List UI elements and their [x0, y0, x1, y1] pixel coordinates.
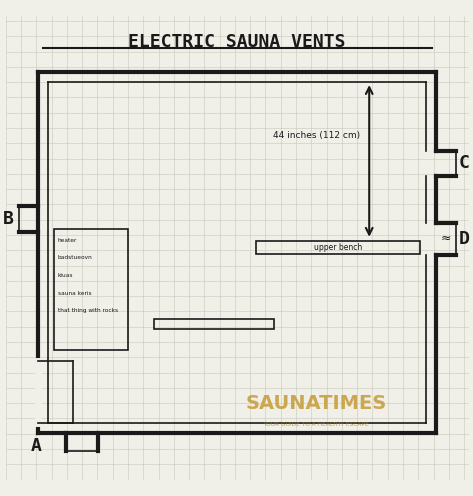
Text: 44 inches (112 cm): 44 inches (112 cm)	[273, 131, 360, 140]
Text: C: C	[459, 154, 470, 172]
Bar	[154, 319, 274, 329]
Text: YOUR GUIDE TO A HEALTHY ESCAPE: YOUR GUIDE TO A HEALTHY ESCAPE	[263, 423, 369, 428]
Text: ELECTRIC SAUNA VENTS: ELECTRIC SAUNA VENTS	[129, 33, 346, 51]
Text: SAUNATIMES: SAUNATIMES	[245, 394, 386, 413]
Text: kiuas: kiuas	[58, 273, 73, 278]
Text: A: A	[31, 437, 42, 455]
Text: B: B	[3, 210, 14, 228]
Text: heater: heater	[58, 238, 77, 243]
Text: that thing with rocks: that thing with rocks	[58, 308, 118, 313]
Text: sauna keris: sauna keris	[58, 291, 91, 296]
Text: upper bench: upper bench	[314, 243, 362, 251]
Bar	[54, 230, 128, 350]
Text: D: D	[459, 230, 470, 248]
Text: badstueovn: badstueovn	[58, 255, 92, 260]
Text: ≈: ≈	[441, 232, 451, 245]
Bar	[256, 241, 420, 253]
